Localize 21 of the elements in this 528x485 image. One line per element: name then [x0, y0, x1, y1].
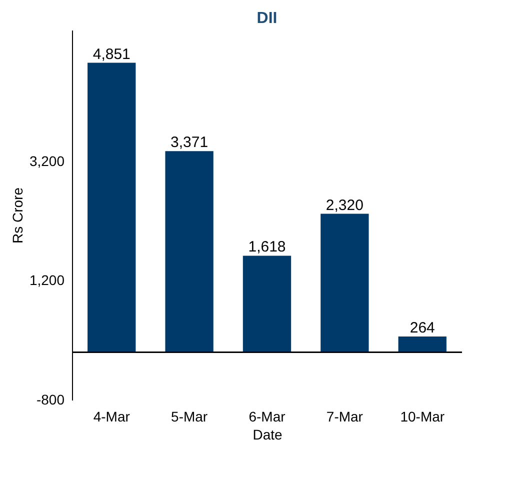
y-tick-label: 1,200	[29, 272, 65, 288]
data-label: 2,320	[326, 196, 364, 214]
data-label: 1,618	[248, 238, 286, 256]
x-tick-label: 7-Mar	[326, 408, 364, 424]
x-tick-label: 5-Mar	[171, 408, 208, 424]
y-tick-label: 3,200	[29, 152, 65, 169]
bar	[165, 151, 214, 352]
x-tick-label: 4-Mar	[93, 408, 130, 424]
y-tick-label: -800	[36, 392, 65, 408]
bar	[88, 62, 136, 352]
x-axis-title: Date	[252, 426, 282, 442]
x-tick-label: 6-Mar	[248, 408, 286, 424]
data-label: 4,851	[92, 46, 130, 63]
bar	[320, 214, 369, 352]
y-axis-title: Rs Crore	[9, 187, 26, 244]
data-label: 264	[410, 320, 435, 337]
x-tick-label: 10-Mar	[400, 408, 445, 424]
data-label: 3,371	[170, 134, 208, 152]
chart-title: DII	[256, 10, 278, 27]
bar	[398, 336, 446, 352]
bar	[242, 256, 292, 352]
